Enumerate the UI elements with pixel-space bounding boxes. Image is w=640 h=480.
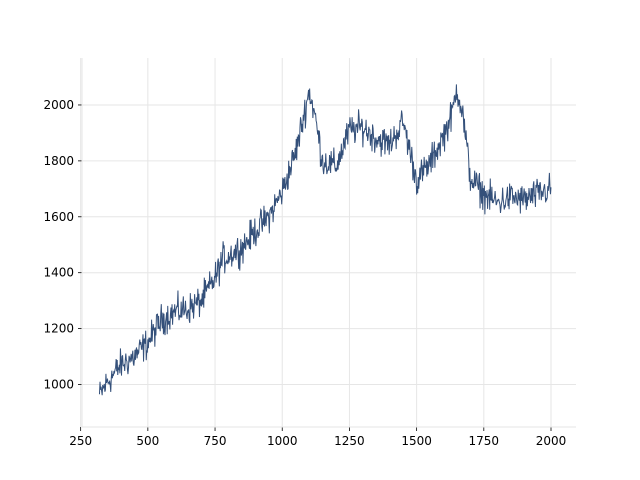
series xyxy=(98,84,552,396)
series-line xyxy=(98,84,552,396)
x-tick-label: 1500 xyxy=(401,434,432,448)
y-tick-label: 1000 xyxy=(43,378,74,392)
x-tick-label: 1750 xyxy=(469,434,500,448)
y-tick-label: 1200 xyxy=(43,322,74,336)
tick-labels: 250 500 750 1000 1250 1500 1750 2000 1000 1200 140… xyxy=(43,98,566,448)
axes xyxy=(78,58,576,431)
y-tick-label: 1600 xyxy=(43,210,74,224)
grid-lines xyxy=(80,58,576,427)
x-tick-label: 500 xyxy=(136,434,159,448)
x-tick-label: 1250 xyxy=(334,434,365,448)
x-tick-label: 250 xyxy=(69,434,92,448)
y-tick-label: 1800 xyxy=(43,154,74,168)
x-tick-label: 1000 xyxy=(267,434,298,448)
y-tick-label: 2000 xyxy=(43,98,74,112)
y-tick-label: 1400 xyxy=(43,266,74,280)
x-tick-label: 2000 xyxy=(536,434,567,448)
x-tick-label: 750 xyxy=(204,434,227,448)
